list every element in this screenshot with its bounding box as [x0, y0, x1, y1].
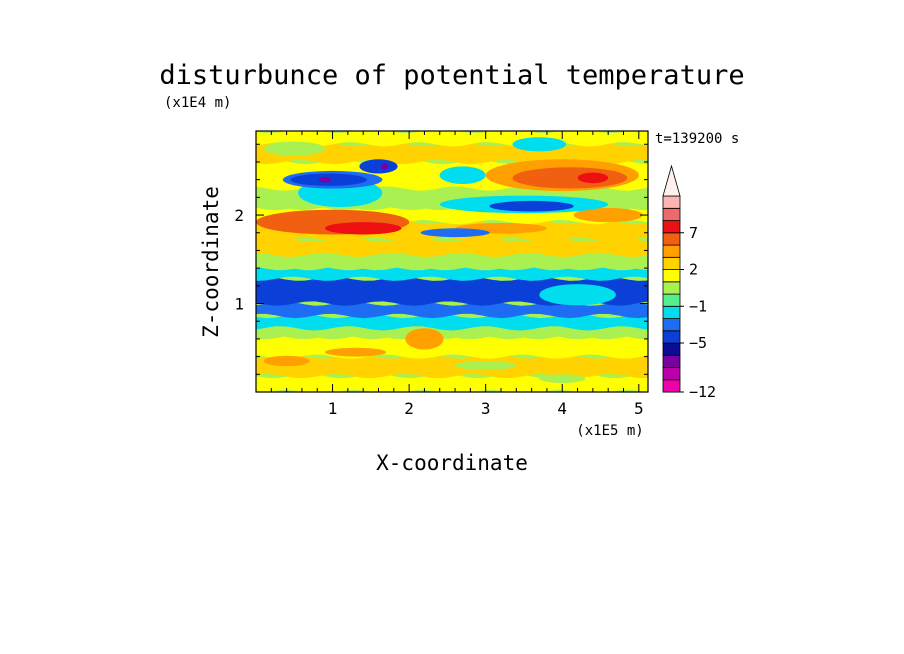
plot-frame	[255, 130, 649, 393]
colorbar-box	[662, 342, 681, 356]
contour-field	[256, 131, 648, 392]
y-tick-label: 1	[234, 295, 244, 314]
band	[256, 237, 648, 257]
contour-blob	[324, 222, 402, 235]
x-tick-label: 2	[404, 399, 414, 418]
x-tick-label: 3	[481, 399, 491, 418]
colorbar-box	[662, 293, 681, 307]
contour-blob	[573, 208, 643, 223]
contour-blob	[405, 328, 444, 350]
colorbar-extend-max	[662, 164, 681, 197]
contour-blob	[324, 347, 387, 357]
contour-blob	[489, 200, 574, 212]
contour-blob	[318, 177, 331, 183]
time-label: t=139200 s	[655, 131, 739, 147]
y-unit-label: (x1E4 m)	[164, 95, 231, 111]
x-axis-title: X-coordinate	[376, 451, 528, 475]
contour-blob	[263, 355, 310, 367]
x-tick-label: 4	[557, 399, 567, 418]
x-unit-label: (x1E5 m)	[576, 423, 643, 439]
colorbar-box	[662, 244, 681, 258]
colorbar-box	[662, 207, 681, 222]
x-tick-label: 1	[328, 399, 338, 418]
contour-blob	[420, 228, 490, 238]
colorbar-tick-label: −1	[689, 297, 707, 315]
features-layer	[256, 137, 643, 384]
band	[256, 252, 648, 271]
colorbar-box	[662, 367, 681, 381]
contour-blob	[381, 162, 388, 170]
band	[256, 131, 648, 147]
colorbar-box	[662, 269, 681, 283]
contour-blob	[539, 374, 586, 384]
colorbar-box	[662, 318, 681, 332]
y-axis: 12	[234, 143, 648, 375]
band	[256, 326, 648, 340]
colorbar-box	[662, 220, 681, 234]
band	[256, 354, 648, 379]
colorbar-box	[662, 379, 681, 393]
band	[256, 265, 648, 281]
colorbar-box	[662, 330, 681, 344]
colorbar-tick-label: 7	[689, 224, 698, 242]
colorbar: −12−5−127	[662, 164, 716, 401]
colorbar-box	[662, 256, 681, 270]
colorbar-box	[662, 232, 681, 246]
contour-blob	[439, 166, 486, 184]
colorbar-tick-label: −5	[689, 334, 707, 352]
y-axis-title: Z-coordinate	[199, 186, 223, 338]
contour-blob	[455, 361, 517, 370]
colorbar-tick-label: −12	[689, 383, 716, 401]
x-axis: 1 2 3 4 5	[270, 131, 644, 418]
band	[256, 313, 648, 331]
band	[256, 373, 648, 392]
contour-blob	[512, 167, 628, 189]
contour-blob	[539, 284, 616, 306]
contour-blob	[359, 159, 398, 174]
chart-title: disturbunce of potential temperature	[159, 60, 744, 91]
contour-blob	[263, 141, 325, 156]
colorbar-box	[662, 195, 681, 209]
colorbar-tick-label: 2	[689, 261, 698, 279]
contour-blob	[512, 137, 567, 152]
y-tick-label: 2	[234, 206, 244, 225]
x-tick-label: 5	[634, 399, 644, 418]
colorbar-box	[662, 305, 681, 319]
colorbar-box	[662, 354, 681, 368]
contour-blob	[577, 172, 609, 184]
colorbar-box	[662, 281, 681, 295]
